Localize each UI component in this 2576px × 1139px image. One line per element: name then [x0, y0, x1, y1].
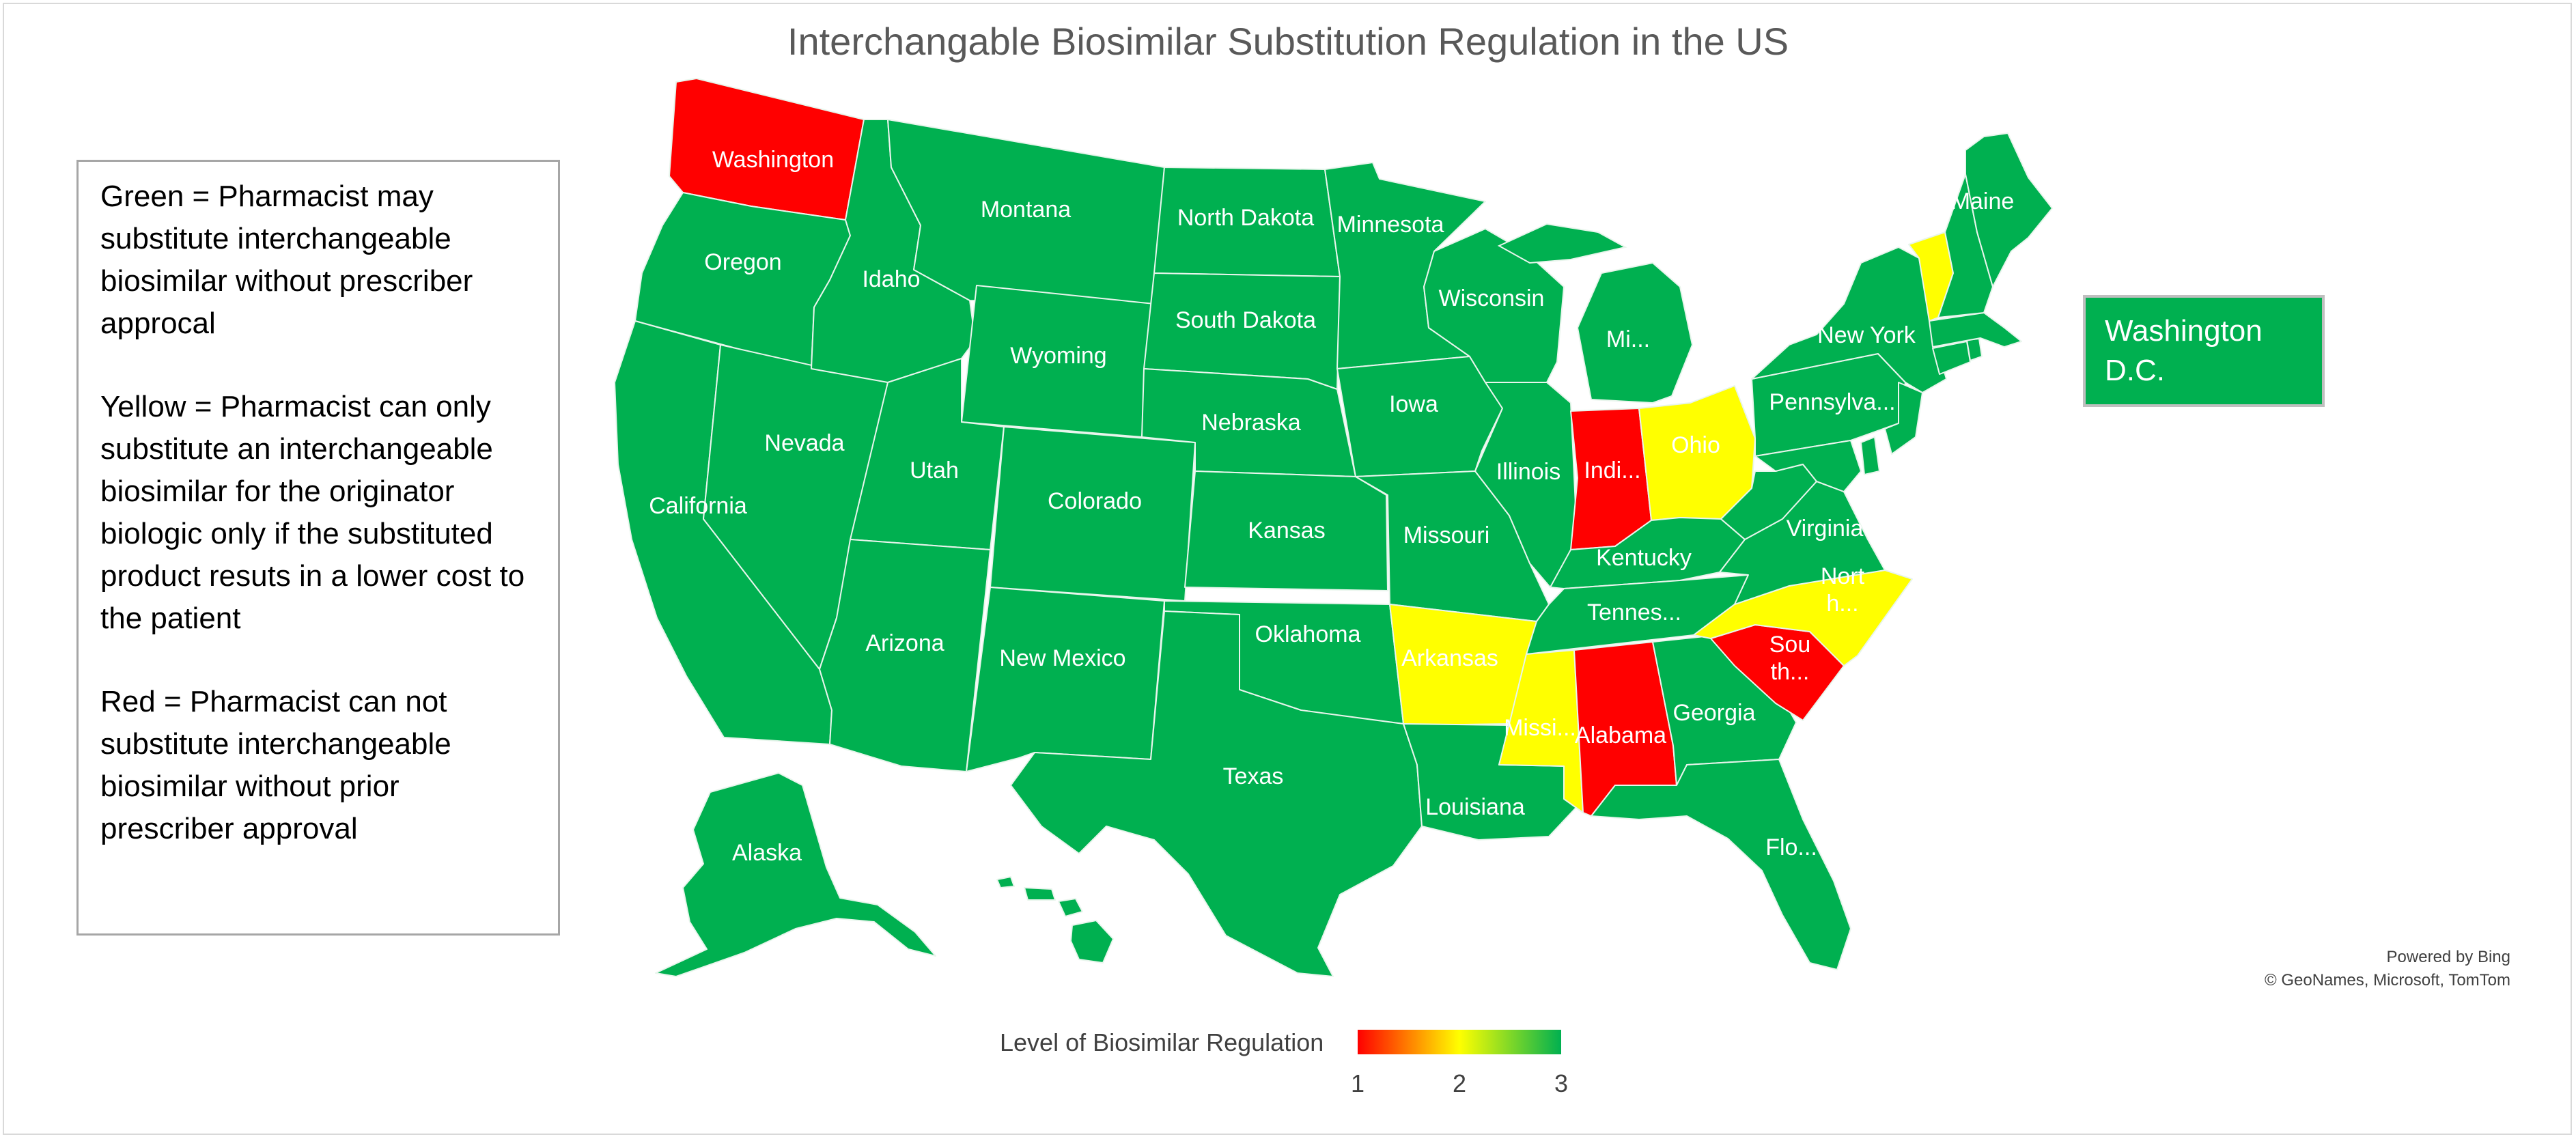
state-label-california: California [649, 493, 747, 519]
state-labels: Washington Oregon California Nevada Idaho Mon… [649, 147, 2014, 866]
state-label-new-mexico: New Mexico [999, 645, 1125, 671]
state-label-alabama: Alabama [1575, 722, 1666, 748]
state-label-north-carolina: Nort h... [1821, 563, 1865, 617]
state-label-georgia: Georgia [1673, 700, 1756, 726]
state-florida[interactable] [1591, 759, 1851, 970]
state-label-indiana: Indi... [1584, 458, 1640, 483]
scale-tick-2: 2 [1452, 1069, 1467, 1097]
state-connecticut[interactable] [1932, 341, 1971, 375]
state-label-kansas: Kansas [1248, 518, 1325, 544]
state-hawaii[interactable] [996, 876, 1114, 964]
state-maine[interactable] [1965, 132, 2053, 287]
state-label-mississippi: Missi... [1504, 715, 1576, 741]
dc-box[interactable]: Washington D.C. [2083, 295, 2325, 407]
state-label-south-dakota: South Dakota [1175, 307, 1316, 333]
state-label-nebraska: Nebraska [1201, 410, 1301, 436]
state-label-florida: Flo... [1765, 834, 1817, 860]
state-label-texas: Texas [1223, 763, 1284, 789]
state-arizona[interactable] [819, 539, 991, 772]
state-label-ohio: Ohio [1671, 432, 1720, 458]
state-label-oregon: Oregon [704, 249, 781, 275]
state-label-virginia: Virginia [1787, 516, 1864, 542]
state-kansas[interactable] [1184, 470, 1388, 591]
state-label-south-carolina: Sou th... [1769, 632, 1811, 685]
state-label-alaska: Alaska [732, 840, 802, 866]
color-scale-bar [1358, 1030, 1561, 1054]
legend-yellow-text: Yellow = Pharmacist can only substitute … [100, 390, 525, 635]
state-illinois[interactable] [1474, 382, 1578, 588]
legend-green-text: Green = Pharmacist may substitute interc… [100, 180, 473, 340]
state-label-pennsylvania: Pennsylva... [1769, 389, 1895, 415]
state-new-mexico[interactable] [966, 587, 1165, 772]
state-label-arizona: Arizona [865, 630, 944, 656]
legend-red-text: Red = Pharmacist can not substitute inte… [100, 685, 451, 845]
scale-tick-3: 3 [1554, 1069, 1569, 1097]
state-label-maine: Maine [1951, 188, 2015, 214]
state-label-montana: Montana [981, 197, 1071, 223]
state-rhode-island[interactable] [1966, 338, 1983, 361]
chart-frame [3, 3, 2572, 1135]
state-label-idaho: Idaho [862, 266, 920, 292]
state-delaware[interactable] [1860, 436, 1880, 475]
state-label-minnesota: Minnesota [1337, 212, 1444, 238]
state-label-north-dakota: North Dakota [1177, 205, 1314, 231]
state-label-utah: Utah [910, 458, 959, 483]
state-texas[interactable] [1010, 610, 1423, 977]
state-label-louisiana: Louisiana [1425, 794, 1525, 820]
state-label-oklahoma: Oklahoma [1255, 621, 1361, 647]
credit-attribution: © GeoNames, Microsoft, TomTom [2265, 971, 2510, 989]
credit-powered-by: Powered by Bing [2386, 948, 2510, 966]
state-label-missouri: Missouri [1403, 522, 1490, 548]
state-massachusetts[interactable] [1929, 312, 2022, 348]
state-label-michigan: Mi... [1606, 326, 1650, 352]
state-label-tennessee: Tennes... [1587, 600, 1681, 625]
state-michigan-upper[interactable] [1497, 223, 1627, 264]
state-label-iowa: Iowa [1389, 391, 1438, 417]
state-label-illinois: Illinois [1496, 459, 1560, 485]
state-label-wyoming: Wyoming [1010, 343, 1106, 369]
scale-label: Level of Biosimilar Regulation [1000, 1028, 1324, 1056]
state-label-nevada: Nevada [764, 430, 844, 456]
map-title: Interchangable Biosimilar Substitution R… [787, 20, 1789, 63]
state-label-washington: Washington [712, 147, 834, 173]
scale-tick-1: 1 [1350, 1069, 1365, 1097]
state-maryland[interactable] [1754, 440, 1862, 492]
state-label-arkansas: Arkansas [1401, 645, 1498, 671]
state-label-colorado: Colorado [1048, 488, 1142, 514]
state-label-wisconsin: Wisconsin [1439, 285, 1545, 311]
legend-box: Green = Pharmacist may substitute interc… [76, 160, 560, 936]
state-michigan[interactable] [1577, 262, 1693, 404]
state-alaska[interactable] [655, 772, 936, 977]
state-label-new-york: New York [1817, 322, 1916, 348]
state-label-kentucky: Kentucky [1596, 545, 1692, 571]
